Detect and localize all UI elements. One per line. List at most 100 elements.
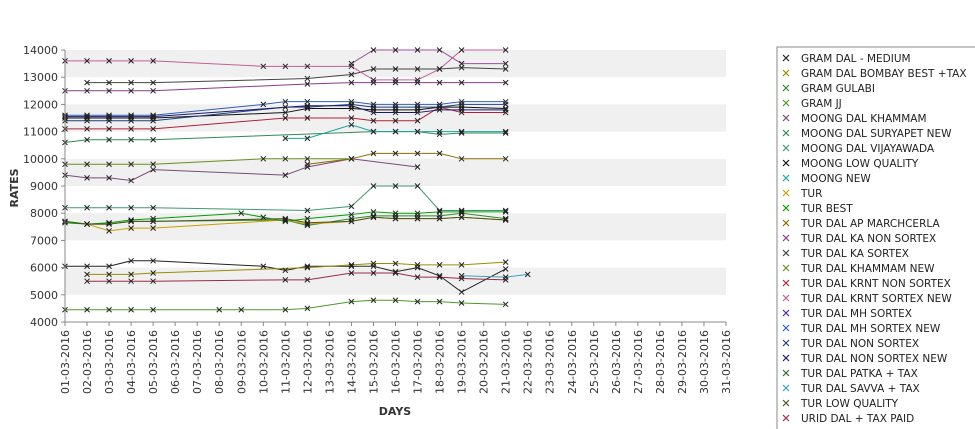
data-point-marker xyxy=(84,204,90,211)
data-point-marker xyxy=(436,207,443,214)
data-point-marker xyxy=(370,297,377,304)
data-point-marker xyxy=(128,112,134,119)
x-tick-label: 23-03-2016 xyxy=(544,330,557,394)
legend-marker xyxy=(782,114,790,122)
legend: GRAM DAL - MEDIUM GRAM DAL BOMBAY BEST +T… xyxy=(776,46,975,429)
legend-label: MOONG DAL SURYAPET NEW xyxy=(801,128,952,140)
data-point-marker xyxy=(392,104,399,110)
data-point-marker xyxy=(436,215,443,222)
data-point-marker xyxy=(414,47,421,53)
data-point-marker xyxy=(370,270,377,276)
data-point-marker xyxy=(458,275,465,282)
data-point-marker xyxy=(282,155,289,162)
data-point-marker xyxy=(414,215,421,222)
x-tick-label: 22-03-2016 xyxy=(522,330,535,394)
data-point-marker xyxy=(84,58,90,64)
data-point-marker xyxy=(458,207,465,214)
data-point-marker xyxy=(84,306,90,313)
data-point-marker xyxy=(84,221,90,227)
data-point-marker xyxy=(128,278,134,285)
data-point-marker xyxy=(392,183,399,189)
data-point-marker xyxy=(282,63,289,70)
data-point-marker xyxy=(414,77,421,83)
legend-label: TUR DAL AP MARCHCERLA xyxy=(800,218,940,230)
legend-marker xyxy=(782,204,790,212)
data-point-marker xyxy=(150,204,156,211)
data-point-marker xyxy=(348,79,355,86)
data-point-marker xyxy=(348,263,355,270)
legend-label: TUR LOW QUALITY xyxy=(800,398,899,410)
legend-marker xyxy=(782,339,790,347)
data-point-marker xyxy=(414,183,421,189)
y-tick-label: 10000 xyxy=(23,153,58,166)
data-point-marker xyxy=(282,276,289,283)
data-point-marker xyxy=(502,128,509,135)
data-point-marker xyxy=(106,117,112,124)
x-tick-label: 13-03-2016 xyxy=(323,330,336,394)
data-point-marker xyxy=(150,136,156,143)
legend-label: TUR DAL MH SORTEX NEW xyxy=(800,323,941,335)
data-point-marker xyxy=(84,87,90,94)
data-point-marker xyxy=(84,112,90,119)
x-tick-label: 12-03-2016 xyxy=(301,330,314,394)
legend-marker xyxy=(782,54,790,62)
series-line xyxy=(64,211,506,225)
data-point-marker xyxy=(414,150,421,157)
data-point-marker xyxy=(502,301,509,308)
data-point-marker xyxy=(304,135,311,142)
x-tick-label: 01-03-2016 xyxy=(59,330,72,394)
data-point-marker xyxy=(128,271,134,278)
x-tick-label: 09-03-2016 xyxy=(235,330,248,394)
data-point-marker xyxy=(414,274,421,280)
data-point-marker xyxy=(370,214,377,221)
x-tick-label: 30-03-2016 xyxy=(698,330,711,394)
y-tick-label: 5000 xyxy=(30,289,58,302)
data-point-marker xyxy=(436,79,443,86)
x-tick-label: 07-03-2016 xyxy=(191,330,204,394)
legend-label: TUR DAL SAVVA + TAX xyxy=(800,383,920,395)
data-point-marker xyxy=(370,183,377,189)
data-point-marker xyxy=(282,104,289,110)
data-point-marker xyxy=(106,136,112,143)
legend-label: MOONG LOW QUALITY xyxy=(801,158,919,170)
legend-marker xyxy=(782,384,790,392)
legend-label: TUR DAL NON SORTEX NEW xyxy=(800,353,948,365)
data-point-marker xyxy=(502,66,509,72)
data-point-marker xyxy=(458,101,465,108)
data-point-marker xyxy=(458,128,465,135)
data-point-marker xyxy=(238,210,245,217)
data-point-marker xyxy=(392,215,399,222)
legend-label: TUR DAL KRNT NON SORTEX xyxy=(800,278,951,290)
x-tick-label: 31-03-2016 xyxy=(720,330,733,394)
data-point-marker xyxy=(304,207,311,214)
x-tick-label: 25-03-2016 xyxy=(588,330,601,394)
y-tick-label: 8000 xyxy=(30,207,58,220)
x-tick-label: 26-03-2016 xyxy=(610,330,623,394)
x-tick-label: 27-03-2016 xyxy=(632,330,645,394)
legend-marker xyxy=(782,174,790,182)
x-tick-label: 19-03-2016 xyxy=(456,330,469,394)
data-point-marker xyxy=(260,63,267,70)
legend-label: GRAM DAL - MEDIUM xyxy=(801,53,911,65)
legend-box xyxy=(776,46,975,429)
legend-label: TUR DAL PATKA + TAX xyxy=(800,368,918,380)
data-point-marker xyxy=(84,271,90,278)
data-point-marker xyxy=(370,128,377,135)
data-point-marker xyxy=(414,117,421,124)
data-point-marker xyxy=(436,298,443,305)
data-point-marker xyxy=(304,263,311,270)
data-point-marker xyxy=(150,161,156,168)
data-point-marker xyxy=(282,98,289,105)
series-line xyxy=(87,261,506,275)
data-point-marker xyxy=(458,214,465,221)
data-point-marker xyxy=(458,208,465,215)
data-point-marker xyxy=(348,211,355,218)
data-point-marker xyxy=(458,262,465,268)
data-point-marker xyxy=(304,115,311,121)
data-point-marker xyxy=(502,106,509,113)
data-point-marker xyxy=(150,218,156,225)
data-point-marker xyxy=(304,221,311,227)
series-line xyxy=(64,216,506,225)
data-point-marker xyxy=(524,271,531,278)
grid-band xyxy=(65,158,726,186)
